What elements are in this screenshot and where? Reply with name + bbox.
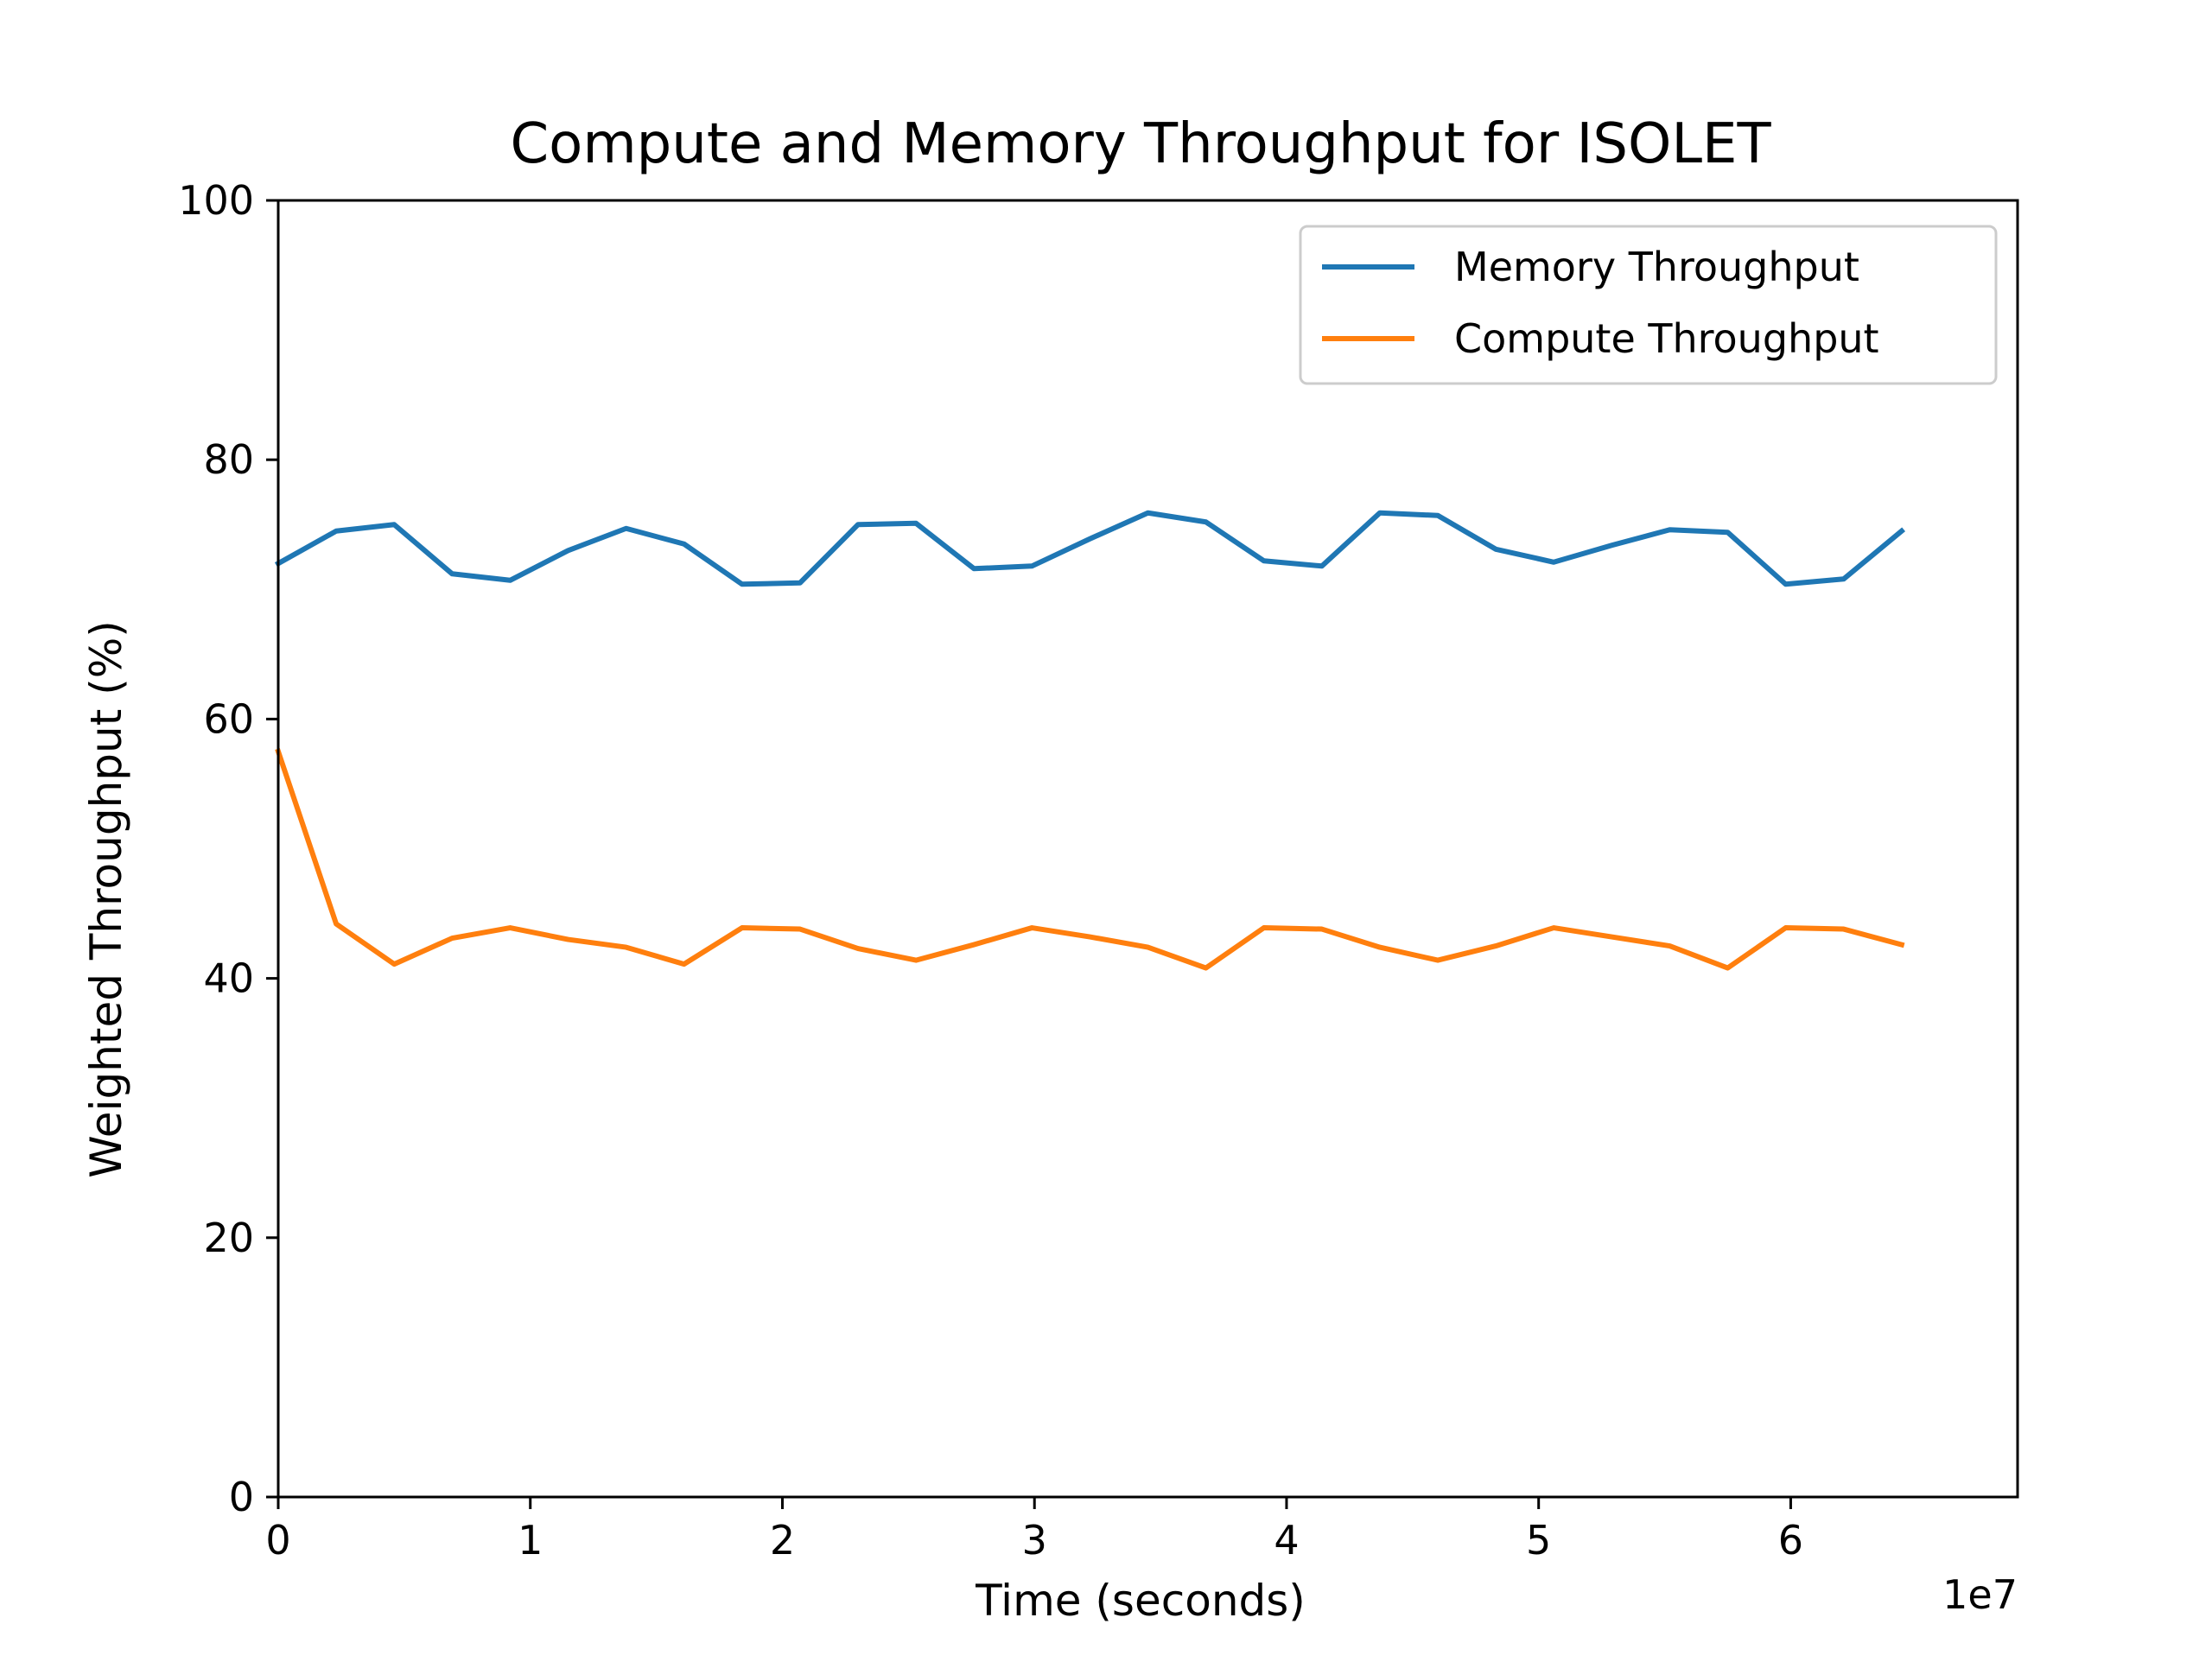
x-tick-label: 4 — [1274, 1517, 1299, 1564]
y-axis-label: Weighted Throughput (%) — [81, 620, 131, 1177]
x-tick-label: 6 — [1778, 1517, 1803, 1564]
legend: Memory Throughput Compute Throughput — [1299, 225, 1998, 385]
series-line-compute-throughput — [275, 748, 1905, 971]
y-tick-label: 20 — [203, 1215, 254, 1261]
series-line-memory-throughput — [274, 510, 1906, 587]
y-tick-label: 0 — [229, 1474, 254, 1520]
axes-frame — [276, 199, 2019, 1499]
x-tick-label: 2 — [770, 1517, 795, 1564]
x-tick-label: 0 — [265, 1517, 290, 1564]
y-tick-label: 100 — [178, 177, 254, 224]
legend-label: Compute Throughput — [1454, 315, 1879, 362]
x-tick-label: 5 — [1526, 1517, 1551, 1564]
legend-label: Memory Throughput — [1454, 244, 1859, 290]
y-tick-label: 60 — [203, 695, 254, 742]
x-tick-label: 1 — [518, 1517, 543, 1564]
y-tick-label: 40 — [203, 955, 254, 1002]
x-axis-label: Time (seconds) — [975, 1576, 1306, 1626]
x-tick-label: 3 — [1022, 1517, 1047, 1564]
legend-box — [1299, 225, 1998, 385]
chart-title: Compute and Memory Throughput for ISOLET — [510, 112, 1771, 176]
y-tick-label: 80 — [203, 436, 254, 483]
x-axis-offset-text: 1e7 — [1942, 1571, 2018, 1618]
